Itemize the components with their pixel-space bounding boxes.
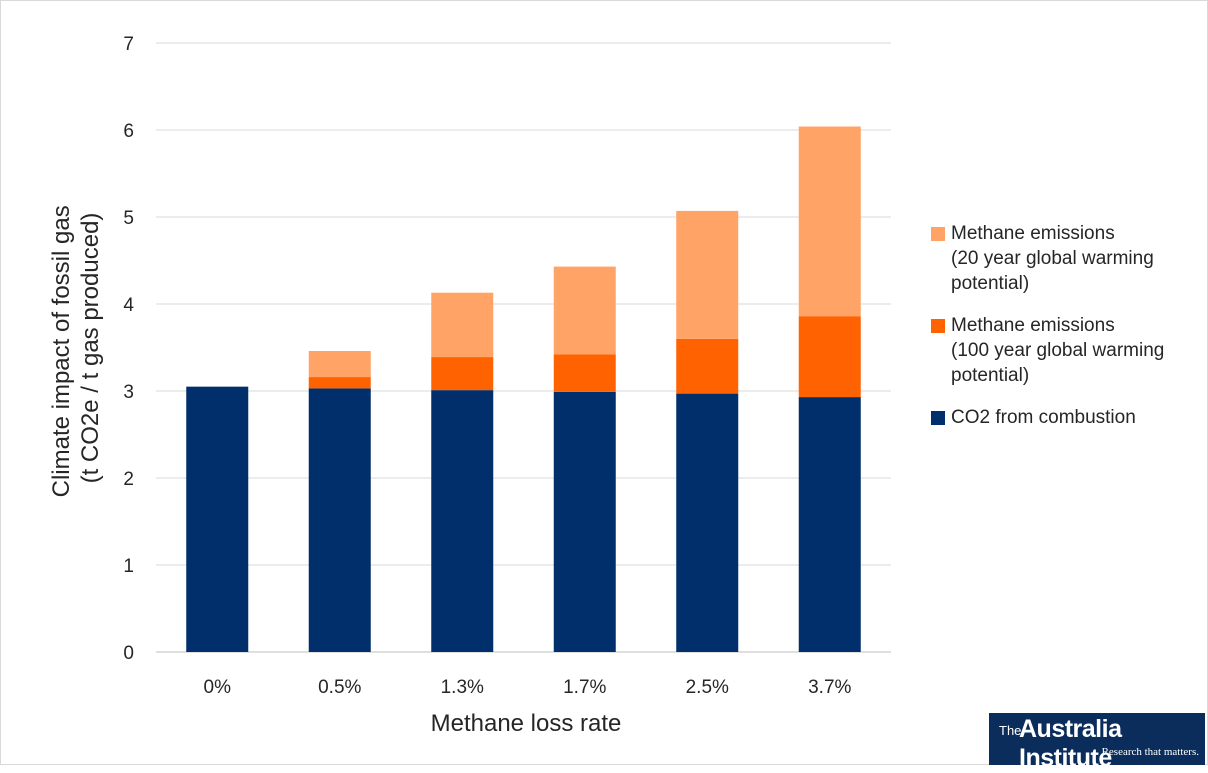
y-tick-label: 2 <box>123 469 134 490</box>
bar-segment-co2 <box>798 397 861 652</box>
bar-segment-co2 <box>308 388 371 652</box>
legend-item-co2: CO2 from combustion <box>931 405 1201 430</box>
x-tick-labels: 0% 0.5% 1.3% 1.7% 2.5% 3.7% <box>204 677 852 698</box>
bar-segment-co2 <box>676 393 739 652</box>
australia-institute-logo: The Australia Institute Research that ma… <box>989 713 1205 772</box>
legend-label: potential) <box>951 365 1030 386</box>
bar-segment-co2 <box>553 391 616 652</box>
y-tick-label: 1 <box>123 556 134 577</box>
bars <box>186 126 861 652</box>
y-axis-label-line-2: (t CO2e / t gas produced) <box>77 213 104 484</box>
logo-prefix: The <box>999 723 1022 738</box>
legend-label: CO2 from combustion <box>951 407 1136 428</box>
y-tick-label: 3 <box>123 382 134 403</box>
gridlines <box>156 42 891 653</box>
y-tick-label: 4 <box>123 295 134 316</box>
bar-segment-methane-100yr <box>308 377 371 389</box>
bar-segment-co2 <box>186 386 249 652</box>
y-axis-label-line-1: Climate impact of fossil gas <box>48 205 75 497</box>
x-tick-label: 0% <box>204 677 232 698</box>
y-axis-label: Climate impact of fossil gas (t CO2e / t… <box>48 199 104 498</box>
bar-segment-methane-20yr <box>553 266 616 355</box>
legend: Methane emissions (20 year global warmin… <box>931 221 1201 447</box>
bar-segment-co2 <box>431 390 494 652</box>
x-tick-label: 3.7% <box>808 677 851 698</box>
legend-label: (100 year global warming <box>951 340 1165 361</box>
legend-swatch-co2 <box>931 411 945 425</box>
bar-segment-methane-100yr <box>798 316 861 398</box>
y-tick-label: 6 <box>123 121 134 142</box>
legend-item-methane-100yr: Methane emissions (100 year global warmi… <box>931 313 1201 388</box>
legend-swatch-methane-20yr <box>931 227 945 241</box>
bar-segment-methane-20yr <box>431 292 494 358</box>
bar-segment-methane-100yr <box>676 338 739 394</box>
bar-segment-methane-20yr <box>676 210 739 339</box>
y-tick-label: 5 <box>123 208 134 229</box>
x-tick-label: 1.3% <box>441 677 484 698</box>
x-tick-label: 2.5% <box>686 677 729 698</box>
bar-segment-methane-20yr <box>308 350 371 378</box>
y-tick-labels: 0 1 2 3 4 5 6 7 <box>123 34 134 664</box>
bar-segment-methane-100yr <box>431 357 494 391</box>
logo-tagline: Research that matters. <box>1101 746 1199 758</box>
legend-label: (20 year global warming <box>951 248 1154 269</box>
legend-item-methane-20yr: Methane emissions (20 year global warmin… <box>931 221 1201 296</box>
y-tick-label: 0 <box>123 643 134 664</box>
legend-label: potential) <box>951 273 1030 294</box>
bar-segment-methane-20yr <box>798 126 861 317</box>
bar-segment-methane-100yr <box>553 354 616 392</box>
legend-label: Methane emissions <box>951 223 1115 244</box>
logo-name: Australia Institute <box>1019 715 1122 772</box>
legend-label: Methane emissions <box>951 315 1115 336</box>
y-tick-label: 7 <box>123 34 134 55</box>
x-tick-label: 1.7% <box>563 677 606 698</box>
legend-swatch-methane-100yr <box>931 319 945 333</box>
x-tick-label: 0.5% <box>318 677 361 698</box>
x-axis-label: Methane loss rate <box>431 710 622 737</box>
